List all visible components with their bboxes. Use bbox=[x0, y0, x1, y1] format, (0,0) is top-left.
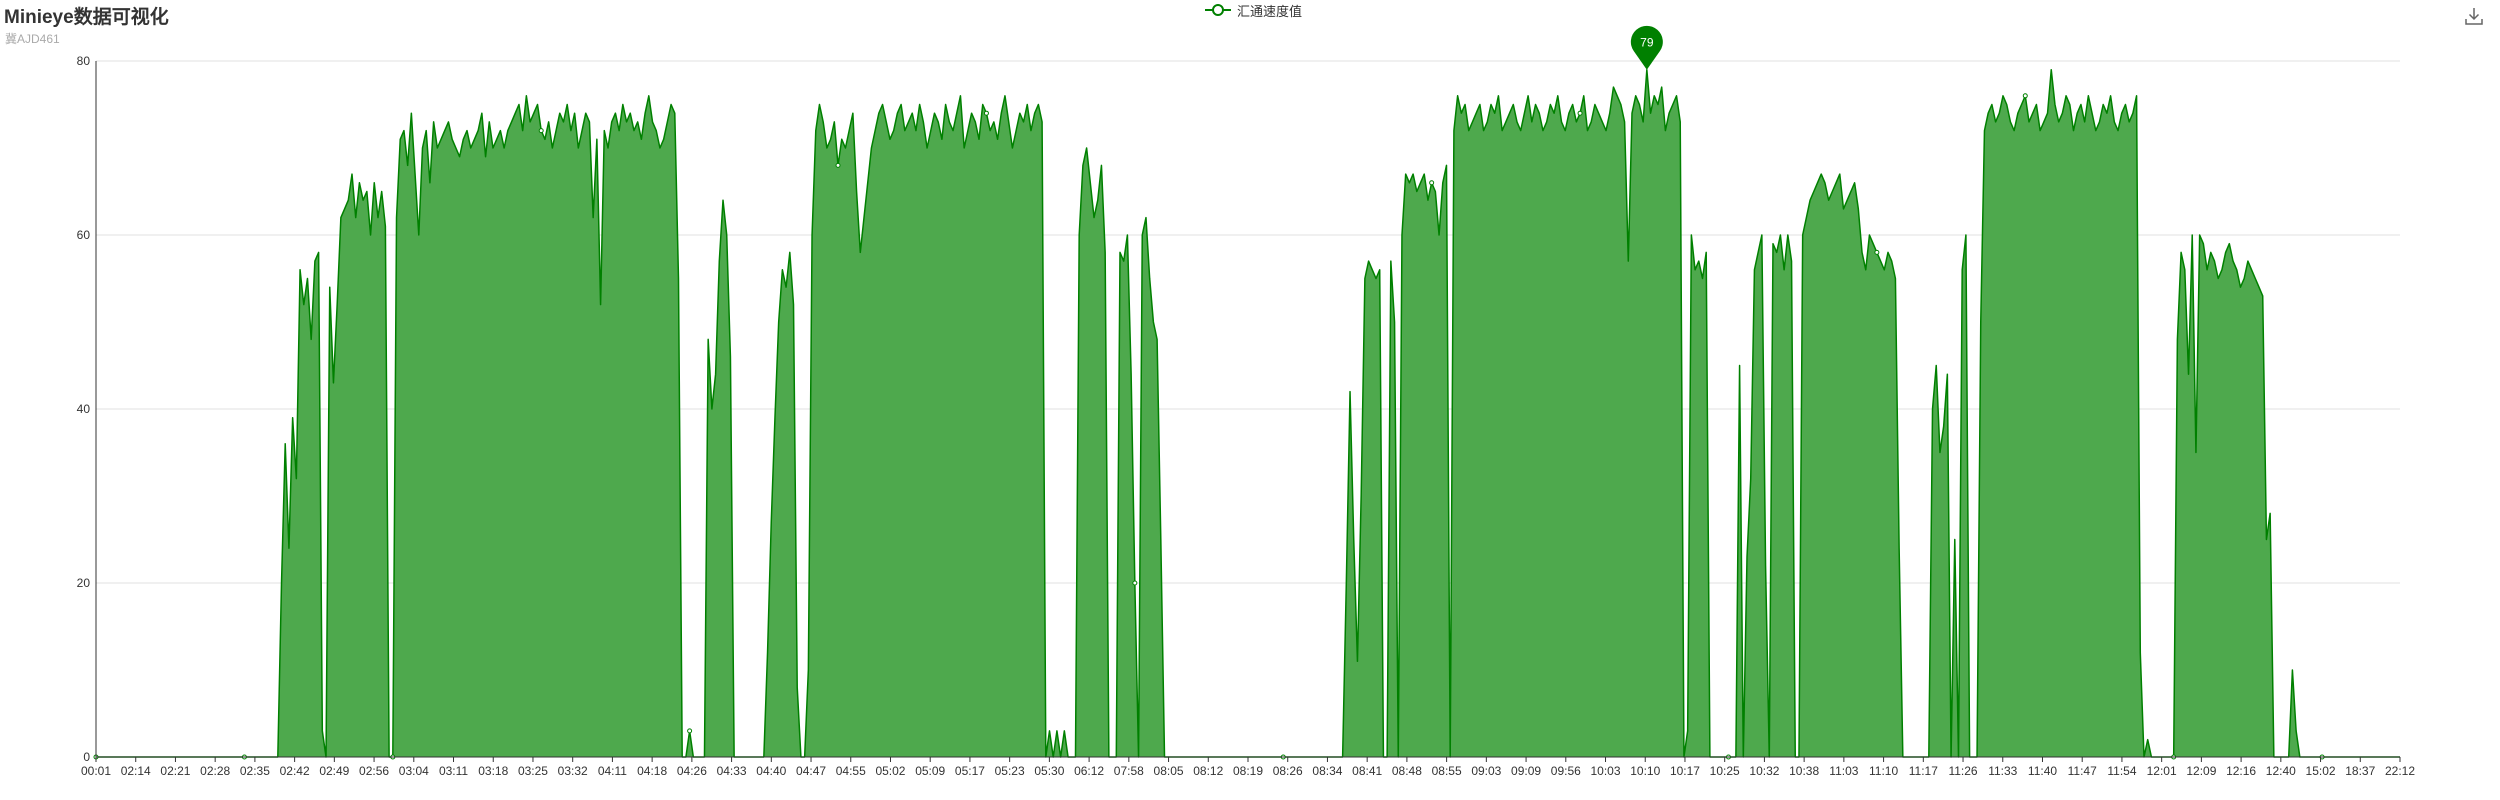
x-tick-label: 08:12 bbox=[1193, 764, 1223, 778]
x-tick-label: 05:23 bbox=[995, 764, 1025, 778]
x-tick-label: 04:40 bbox=[756, 764, 786, 778]
x-tick-label: 03:25 bbox=[518, 764, 548, 778]
data-point bbox=[983, 110, 989, 116]
x-tick-label: 04:18 bbox=[637, 764, 667, 778]
x-tick-label: 05:09 bbox=[915, 764, 945, 778]
legend-label: 汇通速度值 bbox=[1237, 3, 1303, 19]
x-tick-label: 15:02 bbox=[2306, 764, 2336, 778]
x-tick-label: 02:35 bbox=[240, 764, 270, 778]
data-point bbox=[835, 162, 841, 168]
x-tick-label: 11:03 bbox=[1829, 764, 1858, 778]
data-point bbox=[2022, 93, 2028, 99]
x-tick-label: 11:26 bbox=[1948, 764, 1977, 778]
x-tick-label: 05:30 bbox=[1034, 764, 1064, 778]
x-tick-label: 02:49 bbox=[319, 764, 349, 778]
x-tick-label: 04:47 bbox=[796, 764, 826, 778]
x-tick-label: 08:05 bbox=[1154, 764, 1184, 778]
page-title: Minieye数据可视化 bbox=[4, 7, 169, 28]
y-tick-label: 80 bbox=[77, 54, 91, 68]
x-tick-label: 02:56 bbox=[359, 764, 389, 778]
x-tick-label: 08:55 bbox=[1432, 764, 1462, 778]
x-tick-label: 09:56 bbox=[1551, 764, 1581, 778]
legend-swatch-icon bbox=[1205, 4, 1231, 16]
x-tick-label: 03:04 bbox=[399, 764, 429, 778]
series-area bbox=[96, 69, 2400, 757]
x-tick-label: 10:17 bbox=[1670, 764, 1700, 778]
x-tick-label: 11:17 bbox=[1909, 764, 1938, 778]
x-tick-label: 08:48 bbox=[1392, 764, 1422, 778]
x-tick-label: 11:47 bbox=[2068, 764, 2097, 778]
max-pin-label: 79 bbox=[1640, 36, 1654, 50]
y-tick-label: 0 bbox=[83, 750, 90, 764]
x-tick-label: 03:18 bbox=[478, 764, 508, 778]
x-tick-label: 11:54 bbox=[2107, 764, 2136, 778]
x-tick-label: 11:10 bbox=[1869, 764, 1898, 778]
x-tick-label: 03:11 bbox=[439, 764, 468, 778]
download-icon[interactable] bbox=[2464, 6, 2484, 26]
x-tick-label: 03:32 bbox=[558, 764, 588, 778]
x-tick-label: 02:42 bbox=[280, 764, 310, 778]
x-tick-label: 18:37 bbox=[2345, 764, 2375, 778]
y-tick-label: 40 bbox=[77, 402, 91, 416]
x-tick-label: 00:01 bbox=[81, 764, 111, 778]
x-tick-label: 12:16 bbox=[2226, 764, 2256, 778]
x-tick-label: 12:09 bbox=[2186, 764, 2216, 778]
y-tick-label: 20 bbox=[77, 576, 91, 590]
legend-item[interactable]: 汇通速度值 bbox=[1205, 1, 1302, 19]
data-point bbox=[687, 728, 693, 734]
max-pin-icon bbox=[1630, 25, 1663, 70]
x-tick-label: 10:25 bbox=[1710, 764, 1740, 778]
x-tick-label: 04:26 bbox=[677, 764, 707, 778]
x-tick-label: 10:10 bbox=[1630, 764, 1660, 778]
x-tick-label: 04:11 bbox=[598, 764, 627, 778]
x-tick-label: 09:09 bbox=[1511, 764, 1541, 778]
x-tick-label: 08:41 bbox=[1352, 764, 1382, 778]
x-tick-label: 22:12 bbox=[2385, 764, 2415, 778]
data-point bbox=[1577, 110, 1583, 116]
x-tick-label: 02:28 bbox=[200, 764, 230, 778]
data-point bbox=[1429, 180, 1435, 186]
x-tick-label: 09:03 bbox=[1471, 764, 1501, 778]
x-tick-label: 08:26 bbox=[1273, 764, 1303, 778]
x-tick-label: 08:19 bbox=[1233, 764, 1263, 778]
x-tick-label: 04:33 bbox=[717, 764, 747, 778]
x-tick-label: 02:14 bbox=[121, 764, 151, 778]
x-tick-label: 10:38 bbox=[1789, 764, 1819, 778]
x-tick-label: 10:32 bbox=[1749, 764, 1779, 778]
x-tick-label: 06:12 bbox=[1074, 764, 1104, 778]
x-tick-label: 11:40 bbox=[2028, 764, 2057, 778]
x-tick-label: 07:58 bbox=[1114, 764, 1144, 778]
data-point bbox=[1874, 249, 1880, 255]
x-tick-label: 05:02 bbox=[875, 764, 905, 778]
x-tick-label: 08:34 bbox=[1312, 764, 1342, 778]
data-point bbox=[538, 128, 544, 134]
page-subtitle: 冀AJD461 bbox=[5, 32, 60, 46]
x-tick-label: 11:33 bbox=[1988, 764, 2017, 778]
x-tick-label: 12:40 bbox=[2266, 764, 2296, 778]
x-tick-label: 02:21 bbox=[160, 764, 190, 778]
data-point bbox=[1132, 580, 1138, 586]
y-tick-label: 60 bbox=[77, 228, 91, 242]
x-tick-label: 10:03 bbox=[1591, 764, 1621, 778]
x-tick-label: 04:55 bbox=[836, 764, 866, 778]
x-tick-label: 05:17 bbox=[955, 764, 985, 778]
x-tick-label: 12:01 bbox=[2147, 764, 2177, 778]
